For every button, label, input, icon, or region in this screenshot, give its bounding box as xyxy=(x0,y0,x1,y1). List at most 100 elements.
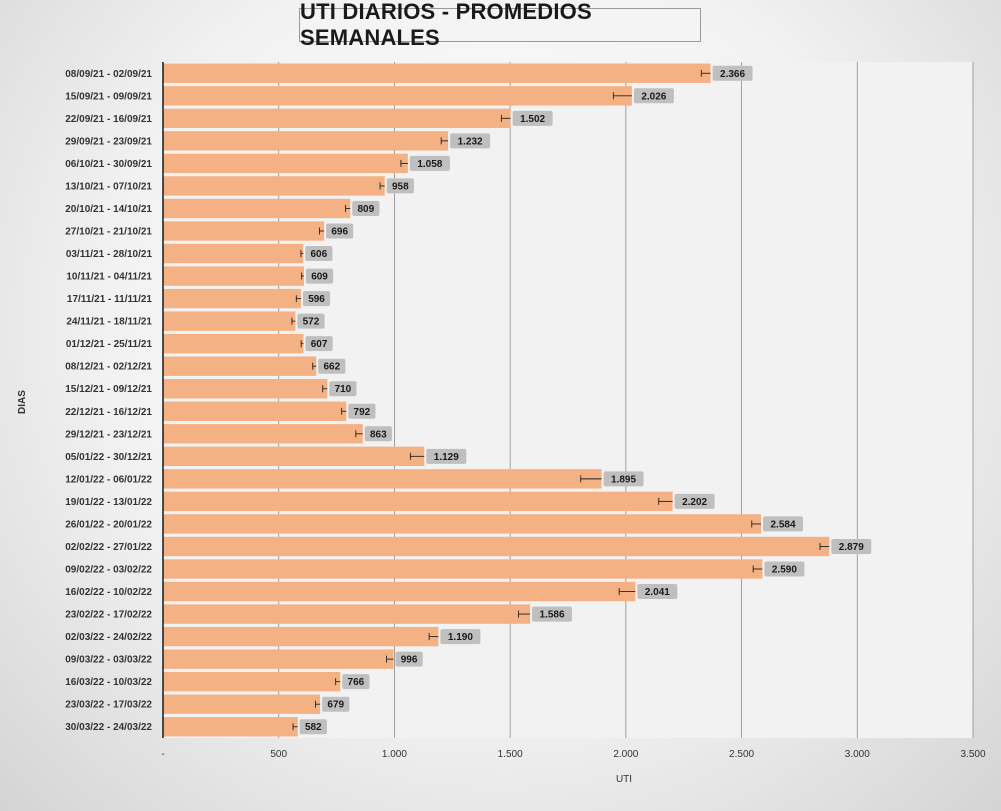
bar xyxy=(163,717,298,737)
data-label: 1.502 xyxy=(520,114,545,125)
bar xyxy=(163,108,511,129)
data-label-box xyxy=(348,403,376,419)
y-tick-label: 06/10/21 - 30/09/21 xyxy=(65,159,152,170)
data-label: 1.232 xyxy=(458,136,483,147)
bar xyxy=(163,514,762,534)
data-label: 596 xyxy=(308,294,325,305)
data-label-box xyxy=(532,606,573,622)
data-label-box xyxy=(637,584,678,600)
bar xyxy=(163,424,363,444)
y-tick-label: 15/09/21 - 09/09/21 xyxy=(65,91,152,102)
data-label: 2.202 xyxy=(682,497,707,508)
y-tick-label: 08/12/21 - 02/12/21 xyxy=(65,362,152,373)
data-label-box xyxy=(633,88,674,104)
data-label-box xyxy=(712,65,753,81)
data-label: 2.366 xyxy=(720,69,745,80)
data-label-box xyxy=(326,223,354,239)
bar xyxy=(163,131,449,151)
x-tick-label: 1.000 xyxy=(382,749,407,760)
data-label-box xyxy=(409,155,450,171)
bar xyxy=(163,626,439,647)
data-label: 2.026 xyxy=(641,91,666,102)
data-label: 996 xyxy=(401,655,418,666)
data-label-box xyxy=(297,313,325,329)
bar xyxy=(163,649,394,669)
y-tick-label: 30/03/22 - 24/03/22 xyxy=(65,722,152,733)
x-tick-label: 1.500 xyxy=(498,749,523,760)
data-label-box xyxy=(763,516,804,532)
data-label-box xyxy=(364,426,392,442)
data-label-box xyxy=(302,291,331,307)
y-tick-label: 08/09/21 - 02/09/21 xyxy=(65,69,152,80)
y-tick-label: 22/09/21 - 16/09/21 xyxy=(65,114,152,125)
bar xyxy=(163,559,763,579)
data-label-box xyxy=(342,674,370,690)
data-label: 2.041 xyxy=(645,587,670,598)
data-label-box xyxy=(426,448,467,464)
bar xyxy=(163,198,351,219)
data-label: 662 xyxy=(323,362,340,373)
y-tick-label: 01/12/21 - 25/11/21 xyxy=(66,339,153,350)
bar xyxy=(163,63,711,83)
data-label-box xyxy=(440,629,481,645)
y-tick-label: 09/02/22 - 03/02/22 xyxy=(65,565,152,576)
bar xyxy=(163,333,304,354)
y-tick-label: 16/02/22 - 10/02/22 xyxy=(65,587,152,598)
y-tick-label: 16/03/22 - 10/03/22 xyxy=(65,677,152,688)
data-label-box xyxy=(603,471,644,487)
data-label: 582 xyxy=(305,722,322,733)
y-tick-label: 23/02/22 - 17/02/22 xyxy=(65,610,152,621)
x-tick-label: - xyxy=(161,749,164,760)
data-label: 679 xyxy=(327,700,344,711)
data-label: 2.584 xyxy=(770,519,795,530)
data-label-box xyxy=(674,493,715,509)
data-label-box xyxy=(395,651,423,667)
bar xyxy=(163,671,341,692)
y-tick-label: 20/10/21 - 14/10/21 xyxy=(65,204,152,215)
y-tick-label: 26/01/22 - 20/01/22 xyxy=(65,519,152,530)
x-axis-label: UTI xyxy=(615,774,633,785)
y-tick-label: 29/12/21 - 23/12/21 xyxy=(65,429,152,440)
y-tick-label: 13/10/21 - 07/10/21 xyxy=(65,181,152,192)
data-label: 792 xyxy=(354,407,371,418)
data-label-box xyxy=(831,538,872,554)
bar xyxy=(163,401,347,421)
y-tick-label: 29/09/21 - 23/09/21 xyxy=(65,136,152,147)
y-tick-label: 24/11/21 - 18/11/21 xyxy=(66,317,152,328)
y-tick-label: 23/03/22 - 17/03/22 xyxy=(65,700,152,711)
y-tick-label: 22/12/21 - 16/12/21 xyxy=(65,407,152,418)
bar xyxy=(163,491,673,512)
bar xyxy=(163,446,425,467)
data-label: 1.895 xyxy=(611,474,636,485)
data-label: 609 xyxy=(311,272,328,283)
bar xyxy=(163,379,328,399)
bar xyxy=(163,266,304,286)
bar xyxy=(163,536,830,557)
bar xyxy=(163,311,296,331)
bar xyxy=(163,469,602,489)
x-tick-label: 3.000 xyxy=(845,749,870,760)
bar xyxy=(163,153,408,174)
bar xyxy=(163,243,304,264)
data-label: 2.879 xyxy=(839,542,864,553)
plot-area xyxy=(163,62,973,738)
data-label-box xyxy=(352,200,380,216)
bar xyxy=(163,288,301,309)
data-label-box xyxy=(318,358,346,374)
data-label: 572 xyxy=(303,317,320,328)
data-label-box xyxy=(322,696,350,712)
data-label: 1.129 xyxy=(434,452,459,463)
bar xyxy=(163,581,636,602)
bar xyxy=(163,356,317,376)
y-tick-label: 15/12/21 - 09/12/21 xyxy=(65,384,152,395)
bar xyxy=(163,221,325,241)
data-label-box xyxy=(512,110,553,126)
data-label-box xyxy=(386,178,414,194)
bar xyxy=(163,694,321,714)
x-tick-label: 500 xyxy=(270,749,287,760)
data-label: 1.058 xyxy=(417,159,442,170)
data-label-box xyxy=(305,336,333,352)
data-label-box xyxy=(305,268,334,284)
y-tick-label: 03/11/21 - 28/10/21 xyxy=(66,249,153,260)
